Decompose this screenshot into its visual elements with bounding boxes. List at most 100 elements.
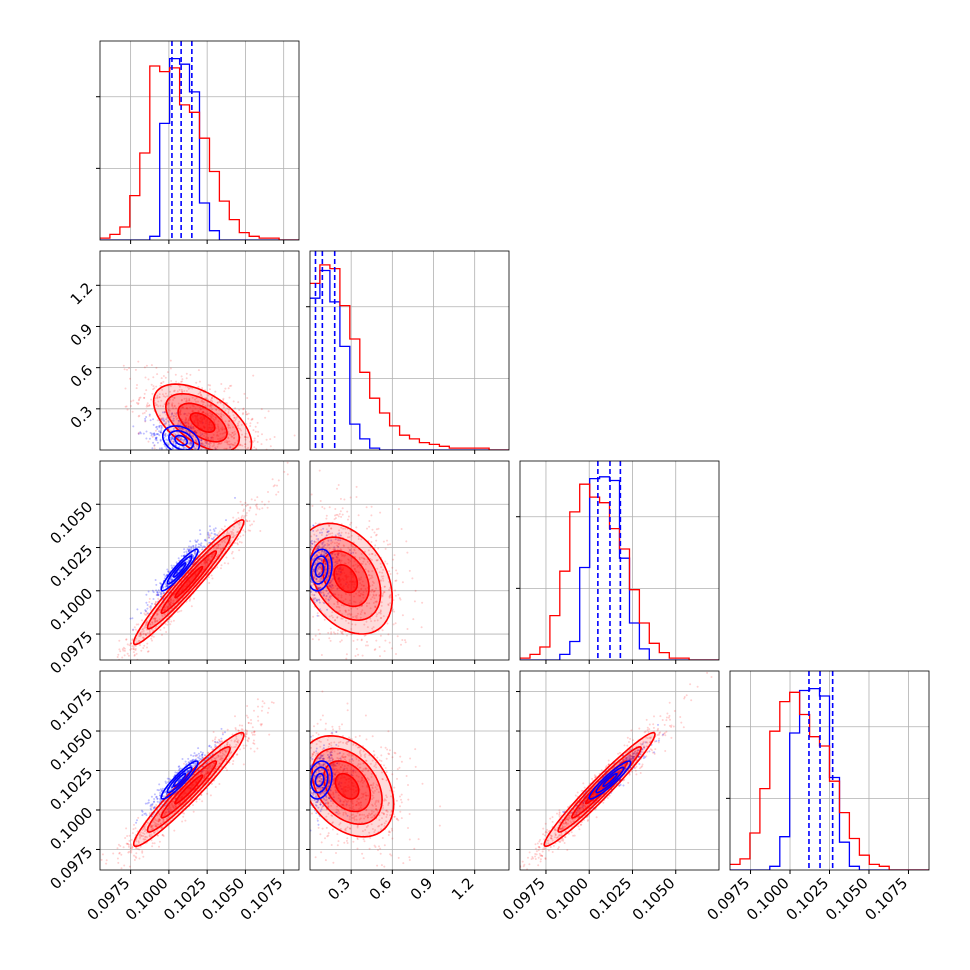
sample-point bbox=[146, 402, 149, 405]
sample-point bbox=[307, 588, 309, 590]
sample-point bbox=[138, 834, 141, 837]
sample-point bbox=[238, 724, 241, 727]
sample-point bbox=[320, 534, 323, 536]
sample-point bbox=[318, 566, 321, 569]
sample-point bbox=[203, 556, 206, 558]
sample-point bbox=[259, 530, 262, 532]
sample-point bbox=[134, 827, 137, 830]
sample-point bbox=[204, 413, 207, 416]
sample-point bbox=[151, 602, 153, 605]
sample-point bbox=[217, 532, 220, 535]
sample-point bbox=[379, 611, 382, 614]
sample-point bbox=[141, 636, 144, 639]
sample-point bbox=[320, 550, 323, 553]
sample-point bbox=[204, 559, 207, 562]
sample-point bbox=[365, 590, 368, 593]
sample-point bbox=[391, 566, 394, 569]
sample-point bbox=[233, 534, 236, 537]
sample-point bbox=[156, 397, 159, 400]
sample-point bbox=[152, 451, 154, 453]
sample-point bbox=[219, 401, 222, 404]
sample-point bbox=[146, 646, 148, 649]
sample-point bbox=[145, 405, 148, 408]
sample-point bbox=[334, 558, 337, 561]
sample-point bbox=[170, 415, 173, 418]
sample-point bbox=[154, 830, 157, 833]
sample-point bbox=[201, 411, 204, 414]
sample-point bbox=[350, 543, 353, 546]
sample-point bbox=[330, 527, 333, 530]
sample-point bbox=[194, 439, 197, 442]
sample-point bbox=[278, 512, 280, 514]
sample-point bbox=[238, 523, 241, 526]
sample-point bbox=[173, 451, 175, 453]
sample-point bbox=[170, 599, 173, 602]
sample-point bbox=[171, 578, 174, 581]
sample-point bbox=[230, 491, 232, 493]
sample-point bbox=[137, 403, 140, 406]
sample-point bbox=[226, 532, 229, 535]
sample-point bbox=[152, 635, 155, 638]
sample-point bbox=[153, 842, 156, 845]
sample-point bbox=[327, 575, 330, 578]
sample-point bbox=[336, 562, 339, 565]
sample-point bbox=[183, 445, 185, 448]
sample-point bbox=[327, 533, 330, 536]
sample-point bbox=[229, 385, 231, 387]
sample-point bbox=[169, 604, 172, 607]
sample-point bbox=[303, 581, 305, 583]
sample-point bbox=[242, 408, 245, 411]
sample-point bbox=[314, 554, 317, 557]
sample-point bbox=[233, 525, 236, 528]
sample-point bbox=[194, 398, 196, 401]
sample-point bbox=[379, 655, 381, 658]
sample-point bbox=[339, 510, 342, 513]
sample-point bbox=[240, 516, 243, 519]
sample-point bbox=[277, 491, 280, 493]
sample-point bbox=[376, 559, 378, 562]
sample-point bbox=[197, 410, 200, 413]
sample-point bbox=[227, 562, 230, 565]
sample-point bbox=[260, 709, 263, 712]
sample-point bbox=[276, 484, 278, 487]
sample-point bbox=[219, 547, 222, 550]
sample-point bbox=[257, 488, 259, 490]
sample-point bbox=[260, 443, 263, 446]
sample-point bbox=[315, 577, 318, 580]
sample-point bbox=[293, 564, 295, 566]
sample-point bbox=[148, 413, 151, 416]
sample-point bbox=[174, 442, 177, 445]
sample-point bbox=[161, 809, 164, 812]
sample-point bbox=[202, 466, 204, 468]
sample-point bbox=[185, 400, 188, 403]
sample-point bbox=[253, 750, 256, 753]
sample-point bbox=[374, 554, 377, 557]
sample-point bbox=[200, 438, 203, 441]
sample-point bbox=[224, 431, 227, 434]
sample-point bbox=[212, 560, 215, 563]
sample-point bbox=[160, 592, 163, 595]
sample-point bbox=[203, 775, 206, 778]
sample-point bbox=[229, 443, 232, 446]
sample-point bbox=[344, 527, 347, 530]
sample-point bbox=[233, 430, 236, 433]
sample-point bbox=[186, 560, 189, 563]
sample-point bbox=[328, 584, 331, 587]
sample-point bbox=[342, 544, 345, 547]
sample-point bbox=[337, 605, 340, 608]
sample-point bbox=[317, 547, 320, 550]
sample-point bbox=[319, 564, 322, 566]
sample-point bbox=[246, 705, 249, 707]
sample-point bbox=[192, 804, 194, 807]
sample-point bbox=[209, 415, 211, 417]
sample-point bbox=[130, 845, 133, 848]
sample-point bbox=[217, 459, 219, 461]
sample-point bbox=[208, 388, 211, 391]
sample-point bbox=[165, 448, 168, 450]
sample-point bbox=[370, 541, 373, 543]
sample-point bbox=[351, 623, 354, 626]
sample-point bbox=[272, 485, 275, 488]
sample-point bbox=[148, 834, 151, 836]
sample-point bbox=[360, 639, 363, 642]
sample-point bbox=[215, 408, 218, 411]
